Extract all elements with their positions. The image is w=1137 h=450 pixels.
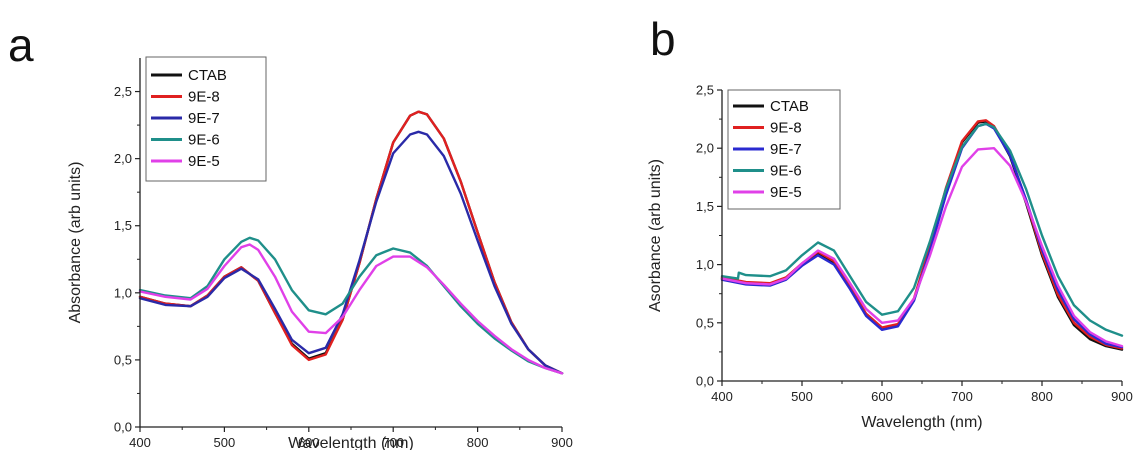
x-tick-label: 400 xyxy=(129,435,151,450)
x-tick-label: 900 xyxy=(551,435,573,450)
x-axis-label: Wavelentgth (nm) xyxy=(288,435,414,450)
legend-label-9e-5: 9E-5 xyxy=(188,153,220,170)
y-tick-label: 1,5 xyxy=(696,199,714,214)
legend-label-9e-7: 9E-7 xyxy=(770,141,802,158)
series-line-9e-7 xyxy=(720,122,1124,349)
y-tick-label: 1,0 xyxy=(696,257,714,272)
legend-label-ctab: CTAB xyxy=(770,98,809,115)
legend-label-9e-6: 9E-6 xyxy=(188,132,220,149)
series-line-9e-6 xyxy=(138,236,564,375)
legend-label-9e-8: 9E-8 xyxy=(188,89,220,106)
panel-letter-a: a xyxy=(8,19,34,71)
series-line-9e-5 xyxy=(138,243,564,375)
y-tick-label: 0,0 xyxy=(114,420,132,435)
x-tick-label: 600 xyxy=(298,435,320,450)
y-tick-label: 1,5 xyxy=(114,218,132,233)
y-axis-label: Asorbance (arb units) xyxy=(647,159,664,312)
y-tick-label: 2,5 xyxy=(114,84,132,99)
legend-label-9e-5: 9E-5 xyxy=(770,184,802,201)
legend-label-9e-8: 9E-8 xyxy=(770,120,802,137)
x-tick-label: 700 xyxy=(382,435,404,450)
legend-label-ctab: CTAB xyxy=(188,67,227,84)
series-line-9e-7 xyxy=(138,130,564,375)
x-tick-label: 800 xyxy=(467,435,489,450)
x-tick-label: 900 xyxy=(1111,389,1133,404)
chart-a: 400 500 600 700 800 900 0,0 0,5 1,0 1,5 2,0 2,5 Wave… xyxy=(67,56,573,450)
chart-b: 400 500 600 700 800 900 0,0 0,5 1,0 1,5 2,0 2,5 Wave… xyxy=(647,83,1133,432)
y-tick-label: 0,5 xyxy=(696,315,714,330)
y-tick-label: 2,0 xyxy=(696,141,714,156)
legend-label-9e-7: 9E-7 xyxy=(188,110,220,127)
panel-letter-b: b xyxy=(650,13,676,65)
x-axis-label: Wavelength (nm) xyxy=(861,414,982,431)
y-tick-label: 2,0 xyxy=(114,151,132,166)
y-tick-label: 0,5 xyxy=(114,352,132,367)
legend: CTAB 9E-8 9E-7 9E-6 9E-5 xyxy=(727,89,841,210)
x-tick-label: 500 xyxy=(214,435,236,450)
y-tick-label: 1,0 xyxy=(114,285,132,300)
y-axis-label: Absorbance (arb units) xyxy=(67,162,84,324)
x-tick-label: 600 xyxy=(871,389,893,404)
x-tick-label: 700 xyxy=(951,389,973,404)
series-line-9e-5 xyxy=(720,147,1124,348)
x-tick-label: 800 xyxy=(1031,389,1053,404)
x-tick-label: 400 xyxy=(711,389,733,404)
series-line-9e-6 xyxy=(720,122,1124,337)
legend-label-9e-6: 9E-6 xyxy=(770,163,802,180)
y-tick-label: 2,5 xyxy=(696,83,714,98)
legend: CTAB 9E-8 9E-7 9E-6 9E-5 xyxy=(145,56,267,182)
x-tick-label: 500 xyxy=(791,389,813,404)
y-tick-label: 0,0 xyxy=(696,374,714,389)
